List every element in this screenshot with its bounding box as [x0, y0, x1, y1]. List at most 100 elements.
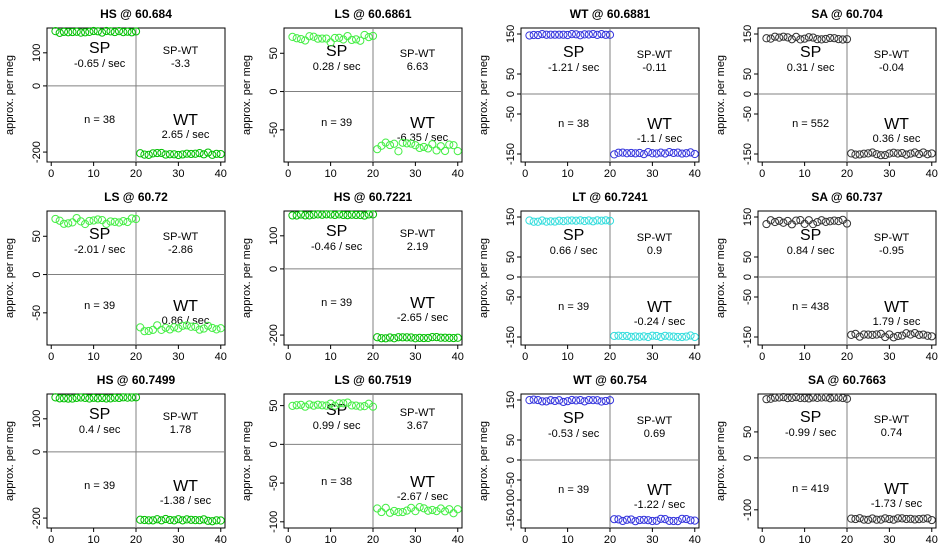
wt-point: [631, 332, 640, 341]
x-tick-label: 40: [215, 168, 227, 180]
sp-rate: 0.31 / sec: [787, 62, 835, 74]
sp-point: [808, 33, 818, 42]
wt-point: [639, 515, 649, 524]
spwt-label: SP-WT: [163, 231, 199, 243]
y-tick-label: 50: [268, 47, 280, 59]
sp-label: SP: [89, 406, 110, 423]
wt-point: [144, 326, 153, 336]
sp-point: [593, 30, 602, 39]
chart-svg: LS @ 60.72 0 10 20 30 40 -50 0 50 approx. per meg…: [4, 190, 227, 363]
wt-point: [855, 514, 864, 523]
y-tick-label: -50: [505, 289, 517, 305]
chart-title: LS @ 60.7519: [334, 373, 411, 387]
sp-point: [580, 216, 589, 226]
wt-rate: -6.35 / sec: [397, 132, 449, 144]
chart-title: HS @ 60.7499: [97, 373, 176, 387]
wt-point: [161, 150, 170, 159]
y-tick-label: 0: [742, 455, 754, 461]
wt-point: [893, 331, 902, 341]
x-tick-label: 20: [367, 168, 379, 180]
wt-point: [381, 138, 390, 147]
chart-title: LS @ 60.72: [104, 190, 168, 204]
y-tick-label: 50: [31, 230, 43, 242]
wt-point: [182, 149, 191, 158]
x-tick-label: 0: [285, 351, 291, 363]
sp-point: [127, 214, 136, 223]
y-axis-label: approx. per meg: [478, 55, 490, 135]
sp-point: [292, 211, 301, 220]
wt-rate: -1.38 / sec: [160, 495, 212, 507]
x-tick-label: 0: [48, 534, 54, 546]
sp-rate: -0.99 / sec: [785, 427, 837, 439]
wt-point: [902, 514, 911, 524]
sp-point: [542, 217, 551, 226]
wt-point: [673, 148, 682, 157]
sp-point: [821, 393, 830, 402]
sp-point: [576, 216, 585, 225]
wt-point: [889, 515, 898, 524]
sp-point: [97, 28, 107, 37]
sp-point: [81, 393, 90, 402]
sp-point: [360, 402, 369, 411]
sp-point: [762, 34, 771, 43]
wt-point: [648, 149, 657, 158]
sp-point: [309, 210, 318, 219]
x-tick-label: 40: [689, 168, 701, 180]
sp-point: [339, 399, 348, 408]
sp-point: [550, 396, 560, 406]
x-tick-label: 10: [561, 351, 573, 363]
x-tick-label: 20: [130, 351, 142, 363]
n-count: n = 438: [792, 301, 829, 313]
sp-point: [538, 29, 547, 39]
wt-point: [690, 332, 699, 342]
y-tick-label: 0: [31, 271, 43, 277]
wt-point: [868, 148, 877, 157]
sp-point: [51, 27, 60, 36]
sp-point: [318, 210, 327, 219]
y-tick-label: 50: [742, 68, 754, 80]
wt-point: [889, 333, 898, 342]
wt-point: [398, 333, 407, 342]
x-tick-label: 20: [604, 168, 616, 180]
y-tick-label: -50: [505, 106, 517, 122]
spwt-value: -0.04: [879, 62, 904, 74]
wt-point: [673, 332, 682, 342]
sp-point: [766, 394, 775, 403]
sp-point: [343, 398, 352, 407]
y-tick-label: 50: [505, 68, 517, 80]
y-tick-label: -50: [31, 305, 43, 321]
sp-label: SP: [800, 227, 821, 244]
sp-point: [326, 210, 335, 219]
sp-point: [288, 401, 297, 410]
sp-point: [114, 27, 124, 36]
x-tick-label: 20: [604, 351, 616, 363]
sp-point: [525, 216, 534, 225]
wt-point: [394, 333, 403, 342]
wt-point: [897, 514, 907, 523]
sp-point: [796, 393, 805, 403]
sp-point: [576, 31, 585, 40]
wt-label: WT: [173, 112, 198, 129]
wt-point: [622, 149, 632, 158]
wt-point: [445, 505, 454, 514]
sp-point: [110, 393, 119, 402]
wt-point: [864, 330, 873, 339]
sp-point: [842, 219, 852, 228]
sp-point: [68, 218, 77, 227]
wt-point: [178, 321, 187, 330]
sp-point: [533, 395, 543, 405]
x-tick-label: 20: [841, 351, 853, 363]
wt-point: [851, 150, 860, 159]
wt-point: [859, 149, 869, 158]
sp-point: [555, 30, 564, 39]
sp-point: [529, 395, 538, 404]
wt-point: [445, 140, 454, 149]
x-tick-label: 0: [759, 168, 765, 180]
sp-point: [305, 400, 314, 409]
sp-point: [593, 396, 602, 405]
sp-point: [89, 393, 98, 402]
y-tick-label: 0: [31, 449, 43, 455]
y-tick-label: -150: [505, 143, 517, 165]
wt-point: [648, 516, 657, 526]
wt-point: [859, 515, 869, 524]
